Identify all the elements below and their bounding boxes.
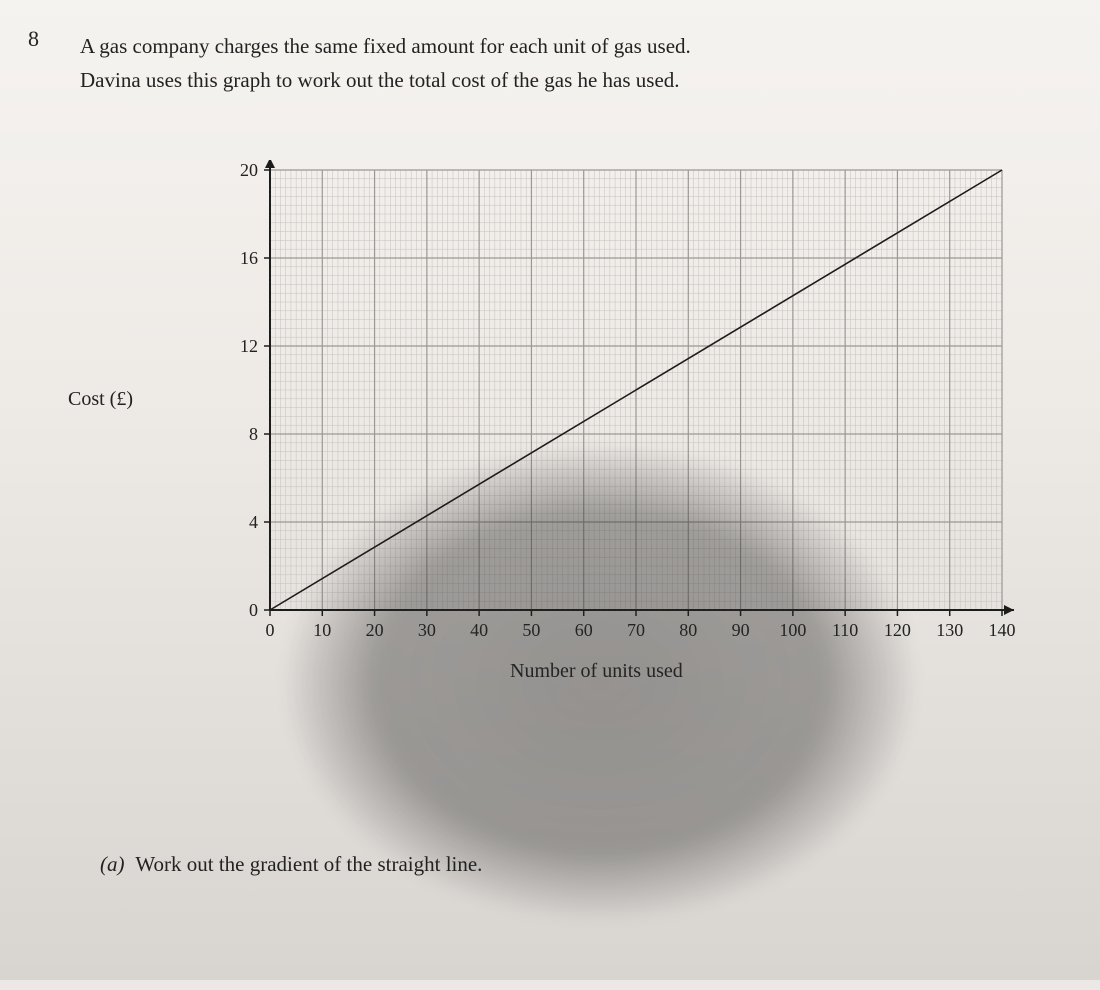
subquestion-marker: (a) — [100, 852, 125, 876]
svg-text:4: 4 — [249, 512, 258, 532]
svg-text:16: 16 — [240, 248, 258, 268]
svg-text:40: 40 — [470, 620, 488, 640]
svg-text:110: 110 — [832, 620, 858, 640]
worksheet-page: 8 A gas company charges the same fixed a… — [0, 0, 1100, 980]
svg-text:12: 12 — [240, 336, 258, 356]
svg-text:20: 20 — [240, 160, 258, 180]
svg-text:80: 80 — [679, 620, 697, 640]
svg-text:0: 0 — [249, 600, 258, 620]
svg-text:30: 30 — [418, 620, 436, 640]
svg-text:20: 20 — [366, 620, 384, 640]
svg-text:8: 8 — [249, 424, 258, 444]
svg-text:70: 70 — [627, 620, 645, 640]
chart-svg: 0 10 20 30 40 50 60 70 80 90 100 110 120 130 140 0 4 8 12 1… — [230, 160, 1020, 650]
question-text: A gas company charges the same fixed amo… — [80, 30, 980, 97]
svg-text:50: 50 — [522, 620, 540, 640]
svg-text:60: 60 — [575, 620, 593, 640]
svg-text:120: 120 — [884, 620, 911, 640]
subquestion: (a) Work out the gradient of the straigh… — [100, 852, 482, 877]
question-number: 8 — [28, 26, 39, 52]
y-axis-label: Cost (£) — [68, 388, 133, 411]
question-line-1: A gas company charges the same fixed amo… — [80, 30, 980, 64]
chart-container: 0 10 20 30 40 50 60 70 80 90 100 110 120 130 140 0 4 8 12 1… — [230, 160, 1020, 650]
question-line-2: Davina uses this graph to work out the t… — [80, 64, 980, 98]
svg-text:130: 130 — [936, 620, 963, 640]
subquestion-text: Work out the gradient of the straight li… — [135, 852, 482, 876]
svg-text:0: 0 — [266, 620, 275, 640]
svg-text:10: 10 — [313, 620, 331, 640]
svg-text:140: 140 — [989, 620, 1016, 640]
svg-text:100: 100 — [779, 620, 806, 640]
x-axis-label: Number of units used — [510, 660, 683, 683]
svg-text:90: 90 — [732, 620, 750, 640]
